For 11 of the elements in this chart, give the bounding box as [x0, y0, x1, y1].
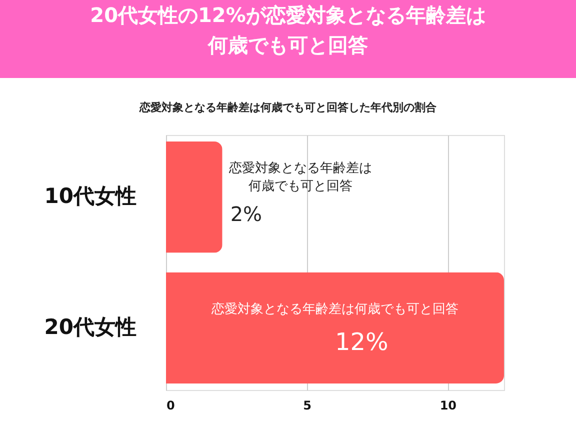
x-tick-label: 5 — [303, 398, 312, 412]
annotation: 恋愛対象となる年齢差は何歳でも可と回答 — [228, 160, 372, 194]
x-tick-label: 10 — [440, 398, 457, 412]
annotation: 恋愛対象となる年齢差は何歳でも可と回答 — [210, 300, 458, 317]
x-tick-label: 0 — [166, 398, 175, 412]
data-label: 12% — [335, 328, 388, 356]
y-tick-label: 10代女性 — [44, 184, 136, 208]
data-label: 2% — [230, 202, 262, 226]
y-tick-label: 20代女性 — [44, 314, 136, 339]
chart-subtitle: 恋愛対象となる年齢差は何歳でも可と回答した年代別の割合 — [138, 101, 438, 114]
chart-title: 20代女性の12%が恋愛対象となる年齢差は何歳でも可と回答 — [90, 3, 486, 57]
